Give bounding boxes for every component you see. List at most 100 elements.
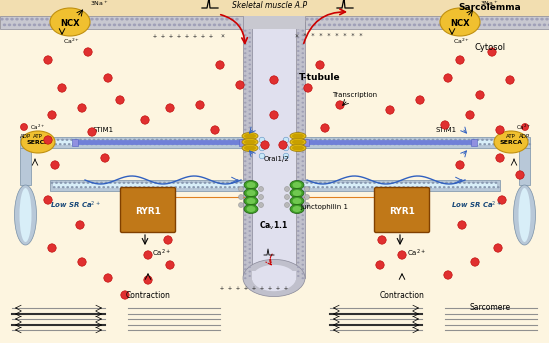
Ellipse shape [442, 23, 446, 26]
Ellipse shape [249, 275, 251, 277]
Ellipse shape [244, 277, 247, 279]
Ellipse shape [301, 210, 304, 212]
Ellipse shape [524, 143, 526, 145]
Circle shape [261, 141, 269, 149]
Ellipse shape [249, 99, 251, 102]
Ellipse shape [301, 133, 304, 135]
Ellipse shape [120, 139, 122, 141]
Ellipse shape [244, 214, 247, 216]
Ellipse shape [341, 182, 344, 184]
Ellipse shape [452, 186, 455, 188]
Ellipse shape [120, 186, 123, 188]
Ellipse shape [172, 182, 175, 184]
Ellipse shape [416, 186, 418, 188]
Ellipse shape [301, 178, 304, 180]
Ellipse shape [186, 182, 188, 184]
Circle shape [20, 123, 27, 130]
Ellipse shape [161, 186, 164, 188]
Ellipse shape [228, 186, 231, 188]
Ellipse shape [297, 32, 300, 34]
Ellipse shape [436, 182, 439, 184]
Ellipse shape [376, 143, 378, 145]
Ellipse shape [364, 182, 367, 184]
Ellipse shape [393, 186, 396, 188]
Ellipse shape [497, 186, 500, 188]
Ellipse shape [249, 158, 251, 160]
Ellipse shape [510, 18, 514, 21]
Ellipse shape [326, 143, 329, 145]
Ellipse shape [301, 111, 304, 113]
Ellipse shape [242, 139, 258, 145]
Ellipse shape [483, 186, 486, 188]
Ellipse shape [297, 27, 300, 29]
Ellipse shape [244, 66, 247, 68]
Ellipse shape [69, 182, 71, 184]
Ellipse shape [151, 139, 154, 141]
Ellipse shape [167, 143, 170, 145]
Ellipse shape [490, 139, 493, 141]
Ellipse shape [236, 18, 239, 21]
Ellipse shape [312, 143, 315, 145]
Ellipse shape [427, 139, 430, 141]
Ellipse shape [244, 160, 247, 162]
Ellipse shape [249, 91, 251, 93]
Ellipse shape [249, 144, 251, 146]
Ellipse shape [293, 190, 301, 196]
Ellipse shape [518, 188, 530, 242]
Ellipse shape [244, 210, 247, 212]
Ellipse shape [538, 23, 541, 26]
Ellipse shape [55, 182, 58, 184]
Ellipse shape [65, 139, 69, 141]
Ellipse shape [249, 27, 251, 29]
Ellipse shape [150, 18, 154, 21]
Ellipse shape [23, 143, 26, 145]
Ellipse shape [290, 197, 304, 205]
Ellipse shape [388, 23, 391, 26]
Ellipse shape [244, 61, 247, 63]
Circle shape [78, 258, 86, 266]
Ellipse shape [75, 18, 79, 21]
Ellipse shape [297, 252, 300, 255]
Ellipse shape [477, 182, 479, 184]
Ellipse shape [411, 186, 414, 188]
Text: × * * * * * * * *: × * * * * * * * * [295, 33, 363, 39]
Ellipse shape [88, 139, 91, 141]
Ellipse shape [492, 186, 495, 188]
Ellipse shape [194, 143, 197, 145]
Ellipse shape [384, 143, 387, 145]
Ellipse shape [155, 139, 159, 141]
Ellipse shape [231, 182, 233, 184]
Ellipse shape [483, 143, 486, 145]
Ellipse shape [206, 186, 209, 188]
Ellipse shape [60, 18, 64, 21]
Ellipse shape [413, 139, 416, 141]
Ellipse shape [208, 23, 211, 26]
Ellipse shape [363, 23, 366, 26]
Ellipse shape [249, 167, 251, 169]
Ellipse shape [528, 143, 531, 145]
Ellipse shape [297, 122, 300, 124]
Ellipse shape [297, 244, 300, 246]
Ellipse shape [458, 139, 461, 141]
Text: Sarcomere: Sarcomere [469, 303, 511, 311]
Ellipse shape [297, 167, 300, 169]
Ellipse shape [191, 18, 194, 21]
Ellipse shape [312, 186, 315, 188]
Ellipse shape [479, 186, 481, 188]
Ellipse shape [105, 18, 109, 21]
Ellipse shape [380, 18, 384, 21]
Ellipse shape [93, 23, 96, 26]
Ellipse shape [228, 139, 231, 141]
Ellipse shape [80, 18, 84, 21]
Ellipse shape [297, 199, 300, 201]
Text: Contraction: Contraction [379, 291, 424, 299]
Bar [303, 139, 309, 145]
Ellipse shape [249, 32, 251, 34]
Ellipse shape [149, 182, 153, 184]
Ellipse shape [38, 139, 41, 141]
Ellipse shape [474, 186, 477, 188]
Ellipse shape [319, 139, 322, 141]
Ellipse shape [488, 143, 491, 145]
Ellipse shape [301, 160, 304, 162]
Ellipse shape [249, 221, 251, 223]
